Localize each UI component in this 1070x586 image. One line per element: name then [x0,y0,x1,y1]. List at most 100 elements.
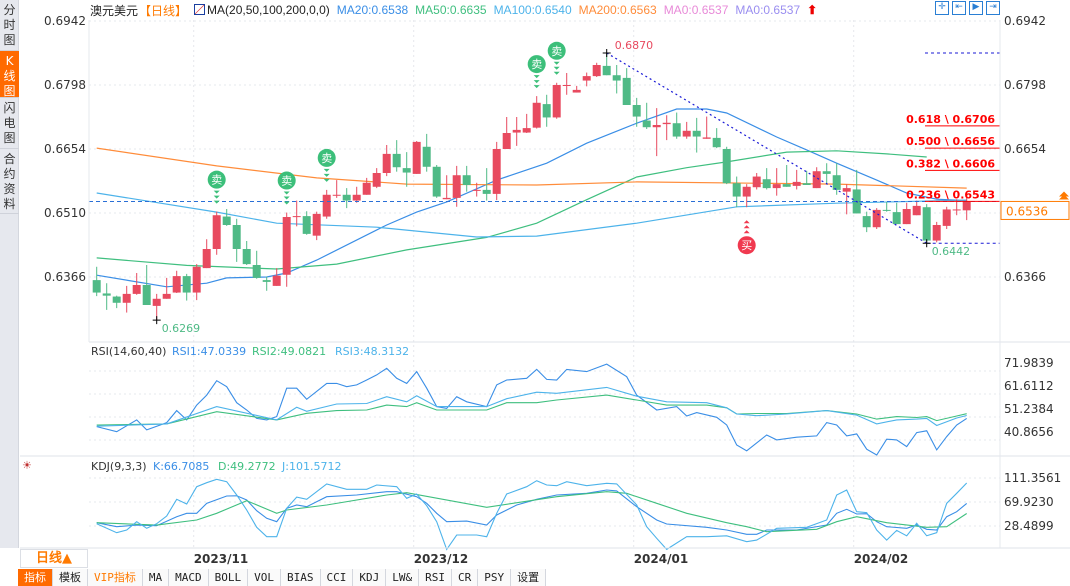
candle [792,169,801,190]
crosshair-mark-icon [922,239,931,248]
ma0-value: MA0:0.6537 [663,3,729,17]
candle-body [682,130,691,137]
price-tick-right: 0.6942 [1004,14,1046,28]
tab-time-sharing[interactable]: 分时图 [0,0,19,51]
candle [932,221,941,243]
arrow-down-icon [213,195,220,199]
low-label: 0.6442 [932,245,971,258]
rsi-line-rsi2 [96,394,967,426]
candle-body [292,216,301,218]
moving-averages [96,108,967,288]
chart-type-tabs: 分时图 K线图 闪电图 合约资料 [0,0,19,548]
kdj-k-value: K:66.7085 [153,460,209,473]
candle [762,168,771,190]
candle-body [392,153,401,168]
fibonacci-levels: 0.618 \ 0.6706 0.500 \ 0.6656 0.382 \ 0.66… [906,113,1000,202]
candle-body [492,149,501,194]
candle-body [102,293,111,296]
toolbar-settings[interactable]: 设置 [511,569,547,586]
candle-body [812,171,821,189]
alert-arrow-icon[interactable] [1059,191,1069,200]
candle-body [412,141,421,174]
candle [492,141,501,201]
candle-body [932,225,941,241]
sell-badge-icon [207,170,226,189]
candle [772,168,781,196]
toolbar-vol[interactable]: VOL [248,569,281,586]
candle-body [182,276,191,293]
kdj-legend: KDJ(9,3,3) K:66.7085 D:49.2772 J:101.571… [91,460,341,473]
jump-end-icon[interactable]: ⇥ [986,1,1000,15]
toolbar-cr[interactable]: CR [452,569,479,586]
toolbar-boll[interactable]: BOLL [208,569,249,586]
kdj-lines [96,478,968,551]
fib-label: 0.500 \ 0.6656 [906,135,995,148]
sell-badge-icon [527,55,546,74]
candle-body [612,75,621,81]
rsi-tick: 61.6112 [1004,379,1054,393]
ma100-value: MA100:0.6540 [493,3,572,17]
candle [282,212,291,287]
toolbar-macd[interactable]: MACD [169,569,209,586]
play-icon[interactable]: ▶ [969,1,983,15]
kdj-axis: 111.3561 69.9230 28.4899 [1004,471,1061,533]
tab-flash-chart[interactable]: 闪电图 [0,98,19,149]
toolbar-cci[interactable]: CCI [320,569,354,586]
tab-kline[interactable]: K线图 [0,51,19,98]
candle [702,116,711,139]
candle-body [782,184,791,187]
toolbar-templates[interactable]: 模板 [53,569,88,586]
price-tick: 0.6798 [44,78,86,92]
tab-contract-info[interactable]: 合约资料 [0,149,19,214]
candle-body [532,102,541,128]
toolbar-indicators[interactable]: 指标 [18,569,53,586]
candle-body [762,179,771,189]
candle [832,163,841,195]
sell-signal[interactable]: 卖 [547,41,566,75]
toolbar-vip[interactable]: VIP指标 [88,569,143,586]
sell-label: 卖 [211,174,222,187]
sell-signal[interactable]: 卖 [527,55,546,89]
candle [152,293,161,321]
trade-signals: 卖卖卖卖卖买 [207,41,756,255]
candle [442,175,451,200]
price-axis-right: 0.6942 0.6798 0.6654 0.6366 [1004,14,1046,284]
ma-indicator[interactable]: MA(20,50,100,200,0,0) [194,3,330,17]
candle-body [632,105,641,117]
fib-label: 0.618 \ 0.6706 [906,113,995,126]
sell-signal[interactable]: 卖 [277,171,296,205]
candle-body [142,285,151,305]
candle [112,295,121,309]
period-selector[interactable]: 日线▲ [20,549,88,568]
current-price-value: 0.6536 [1006,204,1048,218]
trend-line [606,52,928,244]
candle-body [572,89,581,93]
candle [632,97,641,127]
candle-body [622,77,631,105]
sell-signal[interactable]: 卖 [207,170,226,204]
candle [472,182,481,197]
arrow-down-icon [553,61,560,65]
buy-signal[interactable]: 买 [737,220,756,255]
candle [902,202,911,225]
candle-body [162,293,171,299]
candle-body [952,209,961,211]
candle [102,283,111,310]
candle-body [822,171,831,174]
zoom-in-icon[interactable]: ⇤ [952,1,966,15]
toolbar-lwr[interactable]: LW& [386,569,420,586]
candle-body [452,175,461,198]
toolbar-ma[interactable]: MA [142,569,170,586]
sell-signal[interactable]: 卖 [317,148,336,182]
current-price-box [1000,200,1070,220]
candle [202,239,211,269]
toolbar-kdj[interactable]: KDJ [353,569,387,586]
toolbar-bias[interactable]: BIAS [281,569,321,586]
arrow-up-icon[interactable]: ⬆ [807,3,818,17]
sell-label: 卖 [551,45,562,58]
toolbar-psy[interactable]: PSY [478,569,512,586]
settings-sun-icon[interactable]: ☀ [22,459,32,472]
crosshair-icon[interactable]: ✛ [935,1,949,15]
toolbar-rsi[interactable]: RSI [419,569,452,586]
